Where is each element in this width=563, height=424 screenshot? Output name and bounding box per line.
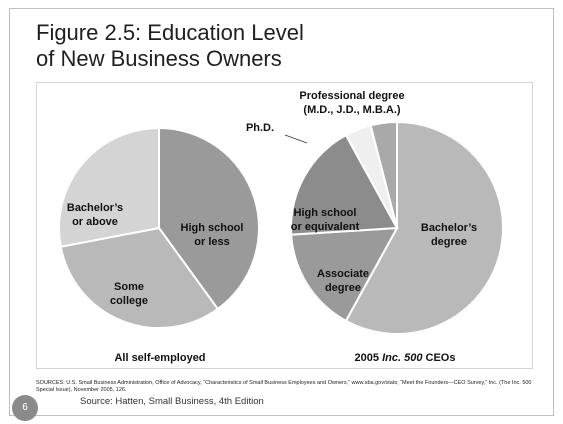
pie2-slice-5-label: Professional degree (M.D., J.D., M.B.A.) — [299, 90, 404, 116]
pie-charts-svg: High school or less Some college Bachelor’s o… — [58, 90, 504, 364]
pie2-slice-2 — [290, 226, 399, 323]
pie2-slice-3 — [290, 133, 399, 236]
phd-leader-line — [284, 134, 308, 144]
source-note: Source: Hatten, Small Business, 4th Edit… — [80, 396, 264, 407]
slide-title: Figure 2.5: Education Level of New Busin… — [36, 20, 376, 72]
pie1-slice-2-label: Some college — [110, 281, 148, 307]
pie1-slice-3 — [58, 126, 160, 248]
pie1-caption: All self-employed — [114, 352, 205, 364]
pie1-slice-1-label: High school or less — [181, 222, 244, 248]
pie1-slice-1 — [158, 126, 260, 311]
pie2-slice-3-label: High school or equivalent — [291, 207, 360, 233]
pie2-slice-2-label: Associate degree — [317, 268, 369, 294]
slide-title-line-1: Figure 2.5: Education Level — [36, 20, 304, 45]
sources-citation: SOURCES: U.S. Small Business Administrat… — [36, 380, 532, 393]
slide-title-line-2: of New Business Owners — [36, 46, 282, 71]
pie2-slice-4-label: Ph.D. — [246, 122, 274, 134]
pie2-slice-1 — [344, 120, 504, 335]
pie2-caption: 2005 Inc. 500 CEOs — [355, 352, 456, 364]
page-number-badge: 6 — [12, 395, 38, 421]
pie1-slice-3-label: Bachelor’s or above — [67, 202, 123, 228]
pie1-slice-2 — [59, 226, 220, 329]
pie-chart-figure: High school or less Some college Bachelor’s o… — [36, 82, 533, 369]
slide-frame — [9, 8, 554, 416]
pie2-slice-5 — [369, 120, 398, 229]
pie2-slice-1-label: Bachelor’s degree — [421, 222, 477, 248]
